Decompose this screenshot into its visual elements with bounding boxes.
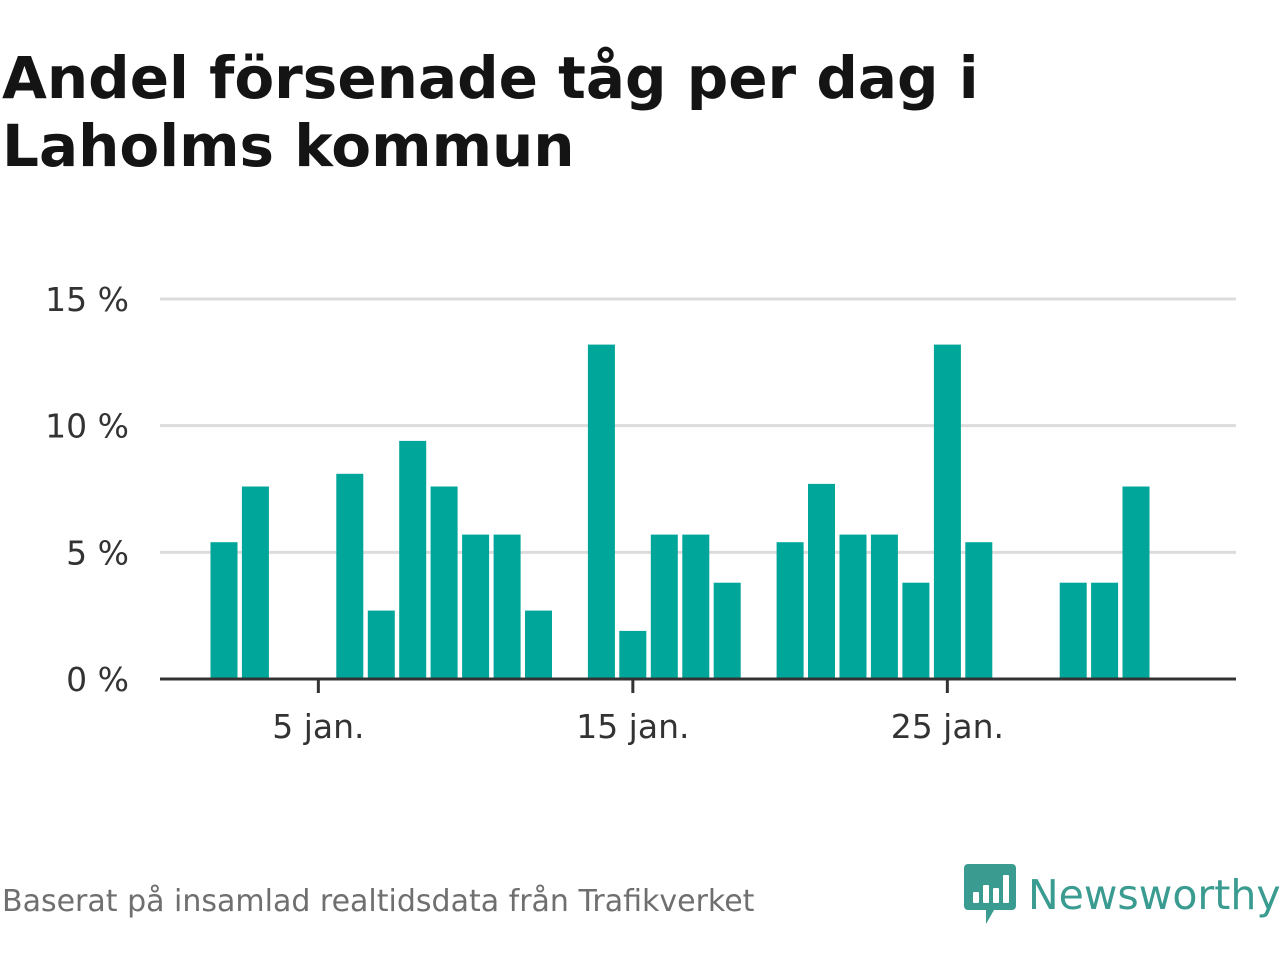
x-axis: 5 jan. 15 jan. 25 jan. [160,677,1236,746]
gridlines [160,297,1236,554]
x-tick-label: 5 jan. [272,707,364,746]
bar-day-30 [1091,582,1119,679]
bar-chart: 0 % 5 % 10 % 15 % 5 jan. 15 jan. 25 jan. [45,280,1236,746]
brand-name: Newsworthy [1028,871,1280,919]
brand-logo: Newsworthy [964,864,1280,926]
chart-title: Andel försenade tåg per dag i Laholms ko… [2,44,979,180]
bar-day-15 [619,630,647,679]
bar-day-12 [525,610,552,679]
bar-day-6 [336,473,364,679]
bar-day-14 [587,344,615,679]
y-tick-label: 15 % [45,280,129,319]
bar-day-24 [902,582,930,679]
bar-day-22 [839,534,867,679]
bar-day-2 [210,542,238,679]
y-tick-label: 10 % [45,407,129,446]
bar-day-31 [1122,486,1150,679]
x-tick-label: 15 jan. [576,707,689,746]
bar-day-10 [462,534,490,679]
source-note: Baserat på insamlad realtidsdata från Tr… [2,884,755,919]
bars [210,344,1150,679]
bar-day-20 [776,542,804,679]
y-tick-label: 0 % [66,660,129,699]
bar-day-26 [965,542,993,679]
bar-day-29 [1059,582,1087,679]
y-tick-label: 5 % [66,533,129,572]
bar-day-23 [870,534,898,679]
bar-day-16 [650,534,678,679]
bar-day-21 [808,483,835,679]
bar-day-7 [367,610,395,679]
y-axis-labels: 0 % 5 % 10 % 15 % [45,280,129,699]
bar-day-8 [399,440,427,679]
bar-day-18 [713,582,741,679]
newsworthy-logo-icon [964,864,1016,924]
bar-day-11 [493,534,521,679]
bar-day-9 [430,486,458,679]
x-tick-label: 25 jan. [891,707,1004,746]
bar-day-3 [241,486,269,679]
bar-day-25 [933,344,961,679]
bar-day-17 [682,534,710,679]
